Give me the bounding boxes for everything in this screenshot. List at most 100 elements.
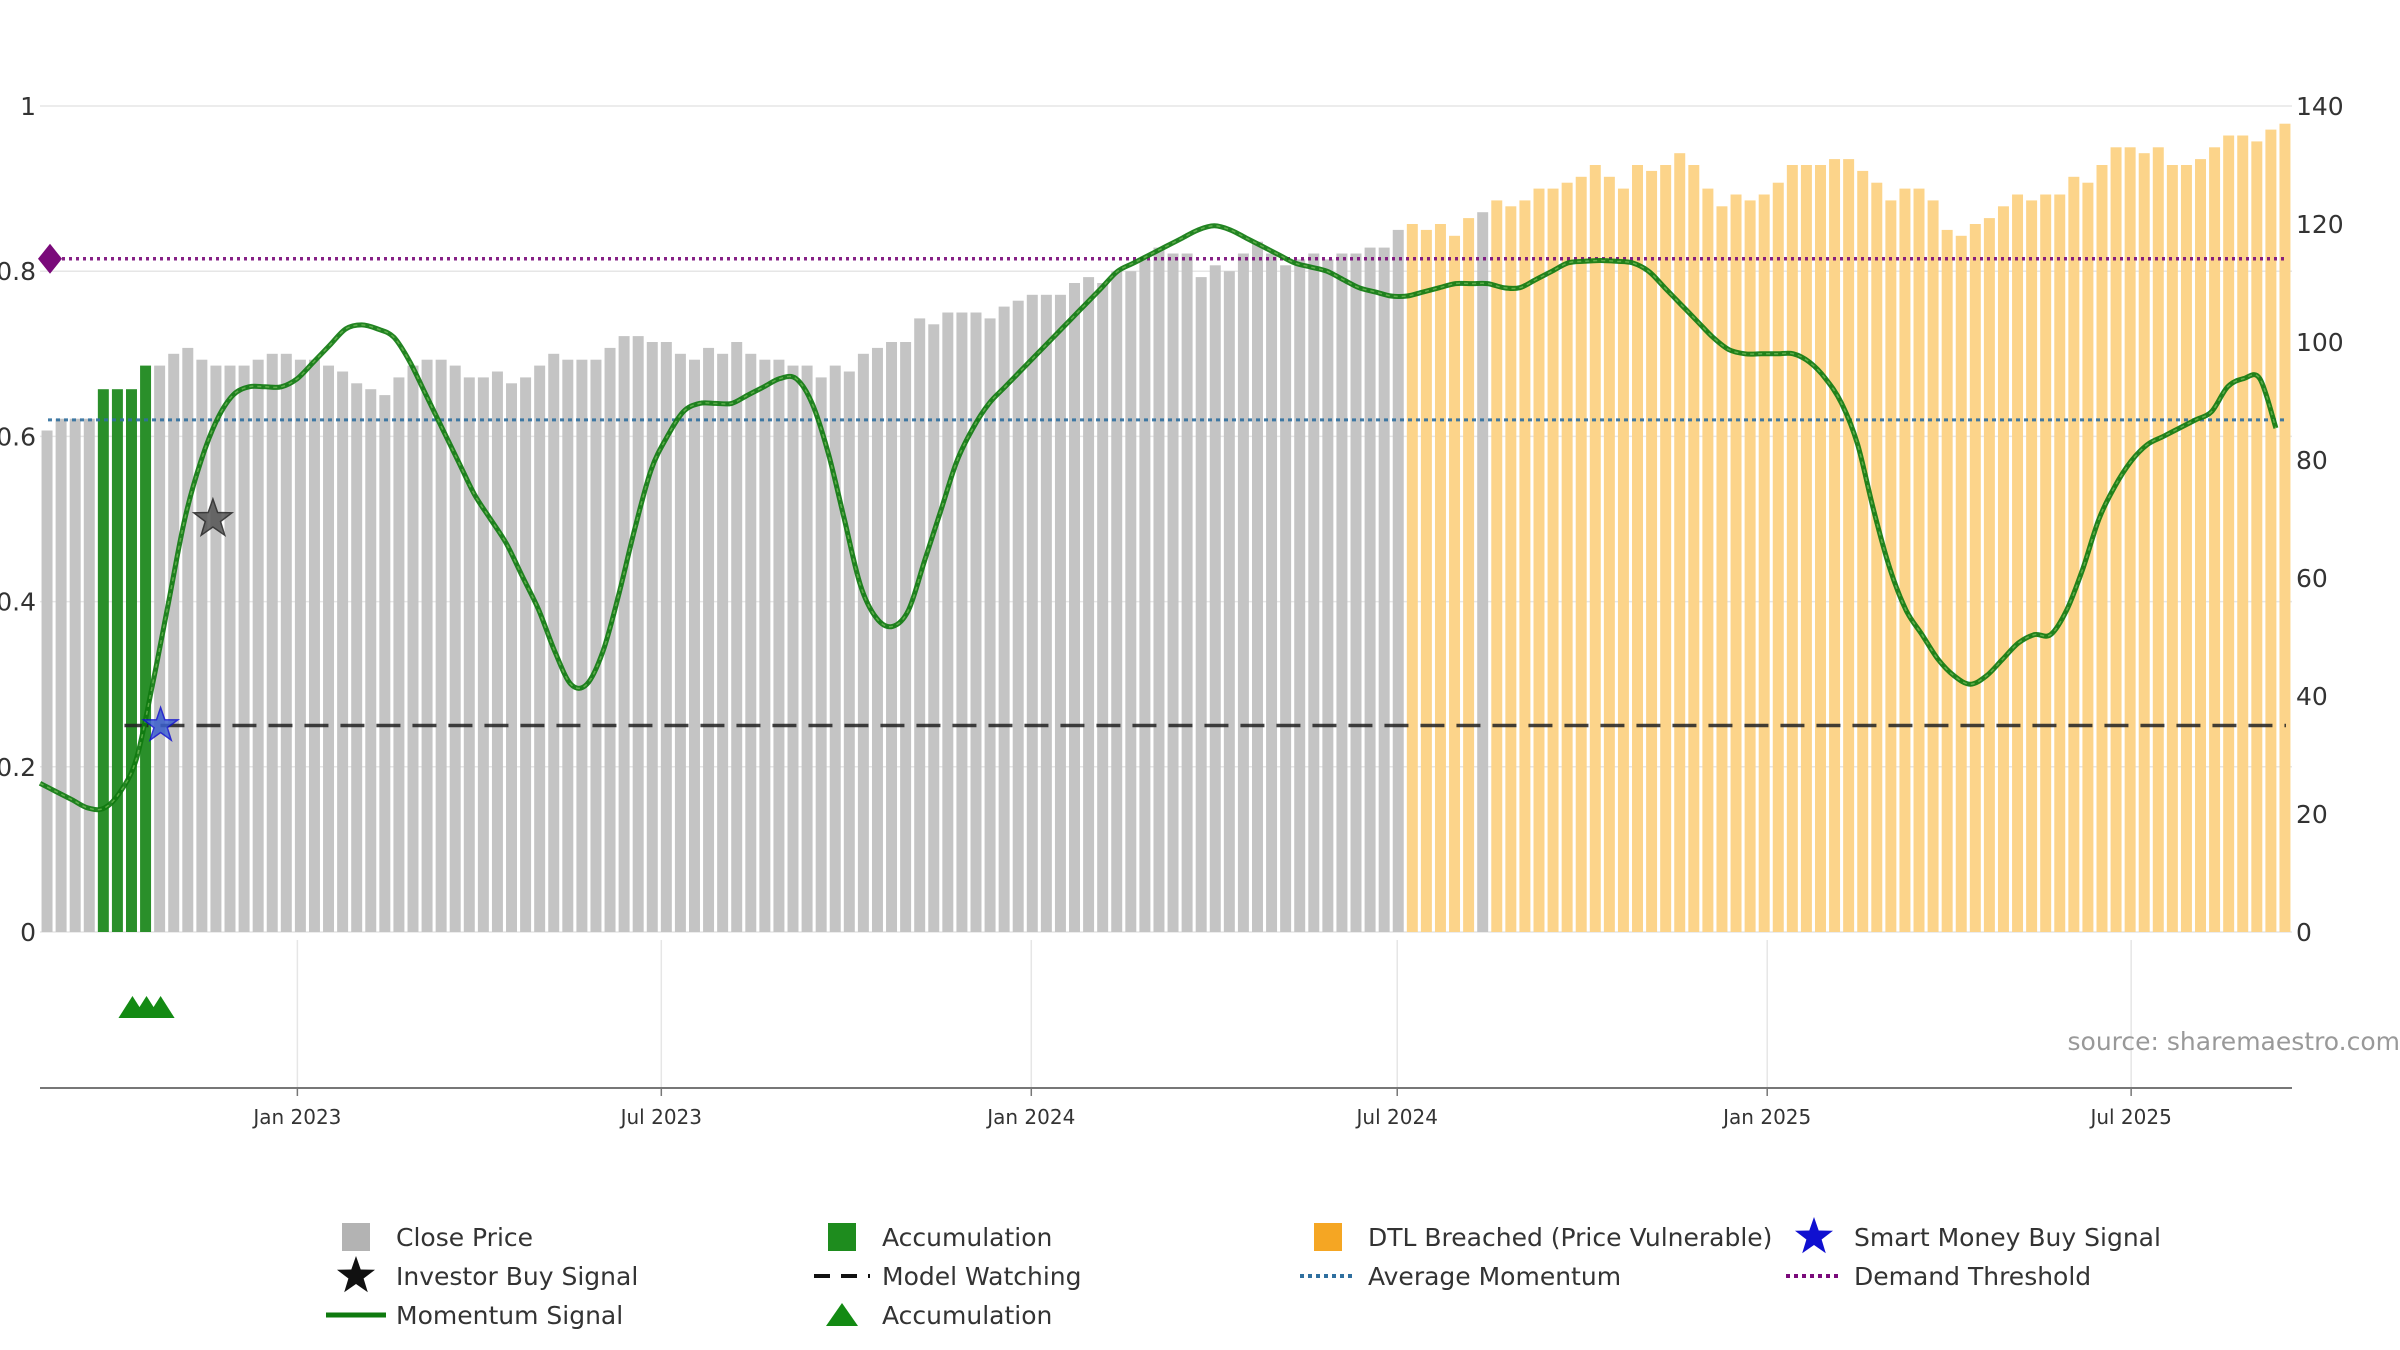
close-price-bar xyxy=(1139,259,1151,932)
dtl-breached-bar xyxy=(1688,165,1700,932)
dtl-breached-bar xyxy=(1772,182,1784,932)
close-price-bar xyxy=(294,359,306,932)
close-price-bar xyxy=(1153,247,1165,933)
dtl-breached-bar xyxy=(2110,147,2122,933)
dtl-breached-bar xyxy=(2223,135,2235,932)
close-price-bar xyxy=(576,359,588,932)
dtl-breached-bar xyxy=(1913,188,1925,933)
close-price-bar xyxy=(83,418,95,932)
close-price-bar xyxy=(69,418,81,932)
dtl-breached-bar xyxy=(1406,224,1418,932)
accumulation-bar xyxy=(125,389,137,932)
close-price-bar xyxy=(956,312,968,932)
dtl-breached-bar xyxy=(1829,159,1841,933)
dtl-breached-bar xyxy=(1491,200,1503,932)
source-label: source: sharemaestro.com xyxy=(2068,1027,2400,1056)
close-price-bar xyxy=(1251,241,1263,932)
dtl-breached-bar xyxy=(1744,200,1756,932)
close-price-bar xyxy=(308,359,320,932)
close-price-bar xyxy=(801,365,813,933)
grid-layer xyxy=(40,105,2292,1088)
close-price-bar xyxy=(407,365,419,933)
legend-item: Close Price xyxy=(342,1223,533,1252)
dtl-breached-bar xyxy=(1533,188,1545,933)
close-price-bar xyxy=(928,324,940,932)
close-price-bar xyxy=(168,353,180,932)
close-price-bar xyxy=(1378,247,1390,933)
close-price-bar xyxy=(843,371,855,932)
close-price-bar xyxy=(1209,265,1221,932)
dtl-breached-bar xyxy=(1449,235,1461,933)
close-price-bar xyxy=(1167,253,1179,932)
dtl-breached-bar xyxy=(2124,147,2136,933)
dtl-breached-bar xyxy=(2068,176,2080,933)
left-tick-label: 0.6 xyxy=(0,422,36,451)
dtl-breached-bar xyxy=(2279,123,2291,932)
close-price-bar xyxy=(534,365,546,933)
x-tick-label: Jan 2025 xyxy=(1721,1105,1811,1129)
close-price-bar xyxy=(998,306,1010,933)
legend-label: Accumulation xyxy=(882,1223,1052,1252)
close-price-bar xyxy=(590,359,602,932)
close-price-bar xyxy=(1237,253,1249,932)
dtl-breached-bar xyxy=(1420,229,1432,932)
legend-star-icon xyxy=(337,1256,375,1293)
close-price-bar xyxy=(1040,294,1052,932)
accumulation-bar xyxy=(97,389,109,932)
legend-item: Momentum Signal xyxy=(326,1301,623,1330)
right-tick-label: 120 xyxy=(2296,210,2344,239)
close-price-bar xyxy=(618,336,630,933)
axis-layer: 0 0.2 0.4 0.6 0.8 1 0 20 40 60 80 100 120 140 Jan 2023… xyxy=(0,92,2344,1129)
right-tick-label: 0 xyxy=(2296,918,2312,947)
legend-item: Accumulation xyxy=(828,1223,1052,1252)
dtl-breached-bar xyxy=(1463,218,1475,933)
close-price-bar xyxy=(393,377,405,932)
dtl-breached-bar xyxy=(1575,176,1587,933)
dtl-breached-bar xyxy=(1758,194,1770,932)
legend-label: DTL Breached (Price Vulnerable) xyxy=(1368,1223,1772,1252)
dtl-breached-bar xyxy=(1997,206,2009,933)
close-price-bar xyxy=(238,365,250,933)
close-price-bar xyxy=(773,359,785,932)
left-tick-label: 0.8 xyxy=(0,257,36,286)
demand-threshold-marker xyxy=(38,243,62,274)
dtl-breached-bar xyxy=(1857,170,1869,932)
left-tick-label: 0 xyxy=(20,918,36,947)
close-price-bar xyxy=(1266,253,1278,932)
close-price-bar xyxy=(210,365,222,933)
close-price-bar xyxy=(787,365,799,933)
dtl-breached-bar xyxy=(1632,165,1644,932)
dtl-breached-bar xyxy=(1716,206,1728,933)
dtl-breached-bar xyxy=(1603,176,1615,933)
dtl-breached-bar xyxy=(1646,170,1658,932)
dtl-breached-bar xyxy=(2012,194,2024,932)
close-price-bar xyxy=(900,342,912,932)
dtl-breached-bar xyxy=(1702,188,1714,933)
close-price-bar xyxy=(632,336,644,933)
close-price-bar xyxy=(703,347,715,932)
close-price-bar xyxy=(871,347,883,932)
close-price-bar xyxy=(1336,253,1348,932)
legend-item: DTL Breached (Price Vulnerable) xyxy=(1314,1223,1772,1252)
close-price-bar xyxy=(984,318,996,932)
right-tick-label: 20 xyxy=(2296,800,2328,829)
dtl-breached-bar xyxy=(1589,165,1601,932)
legend-swatch xyxy=(342,1223,370,1251)
dtl-breached-bar xyxy=(2096,165,2108,932)
legend-item: Demand Threshold xyxy=(1786,1262,2091,1291)
legend-item: Model Watching xyxy=(814,1262,1082,1291)
close-price-bar xyxy=(1280,265,1292,932)
dtl-breached-bar xyxy=(1899,188,1911,933)
close-price-bar xyxy=(1111,271,1123,932)
momentum-signal-line xyxy=(38,223,2279,813)
dtl-breached-bar xyxy=(2209,147,2221,933)
right-tick-label: 140 xyxy=(2296,92,2344,121)
dtl-breached-bar xyxy=(2265,129,2277,933)
close-price-bar xyxy=(266,353,278,932)
legend-label: Investor Buy Signal xyxy=(396,1262,638,1291)
dtl-breached-bar xyxy=(2180,165,2192,932)
close-price-bar xyxy=(970,312,982,932)
dtl-breached-bar xyxy=(1674,153,1686,932)
close-price-bar xyxy=(857,353,869,932)
